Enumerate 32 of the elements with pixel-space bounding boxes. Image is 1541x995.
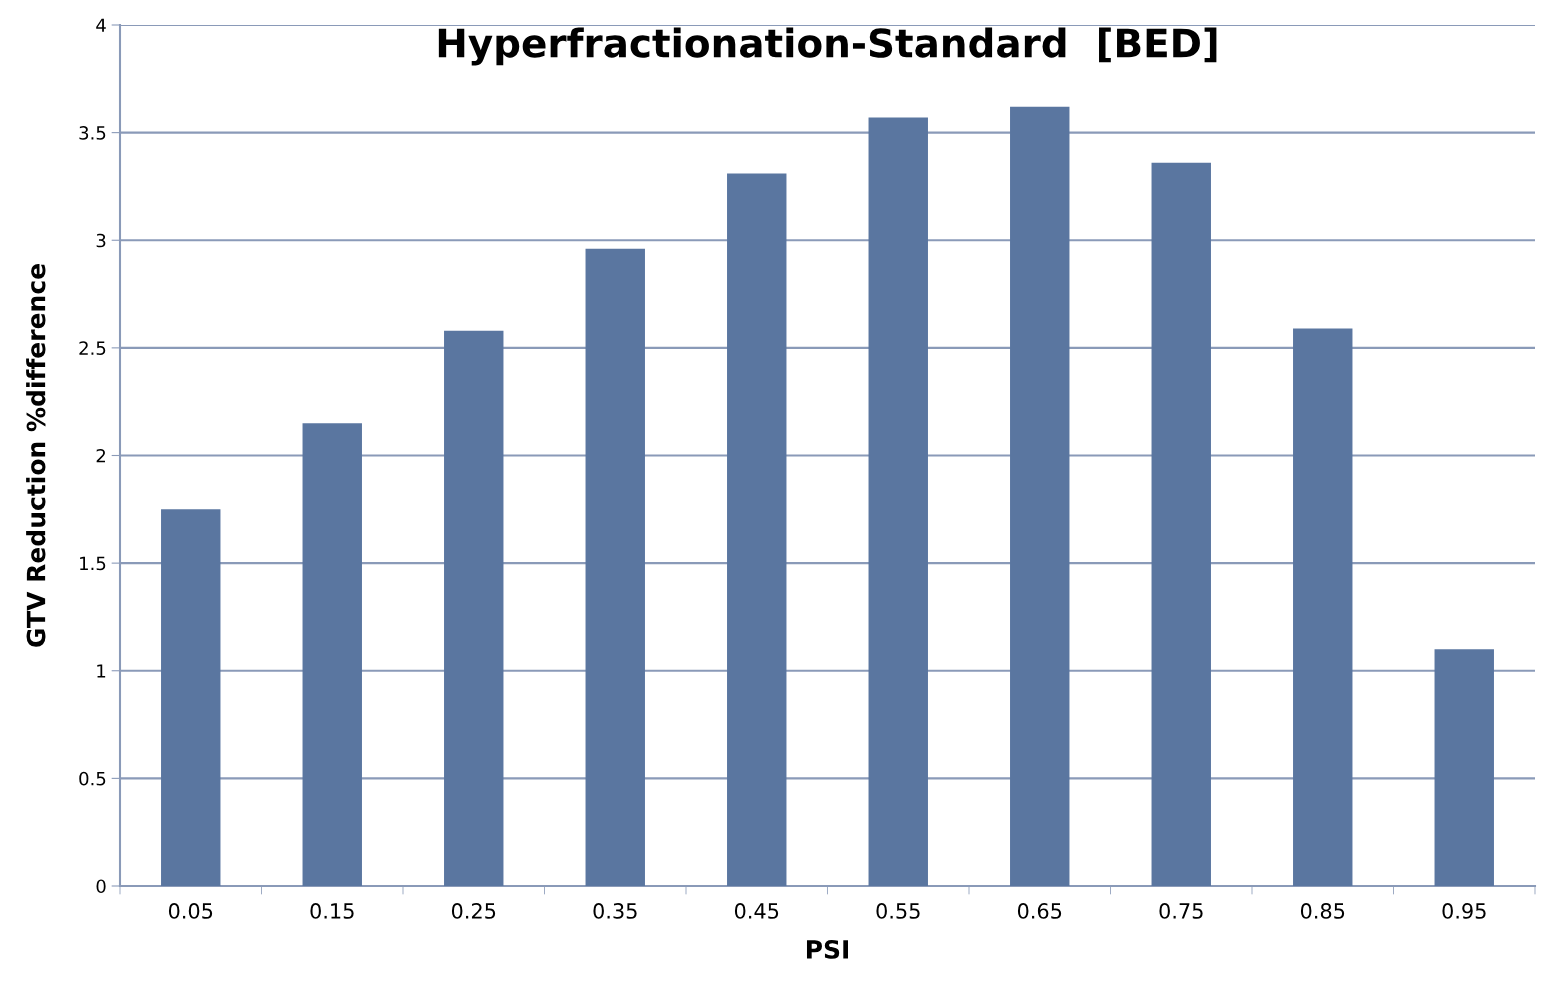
bar bbox=[302, 423, 362, 886]
y-tick-label: 0 bbox=[96, 879, 106, 894]
x-tick-label: 0.95 bbox=[1442, 903, 1486, 919]
bar bbox=[444, 330, 504, 886]
y-tick-label: 1 bbox=[97, 664, 106, 678]
x-tick-label: 0.35 bbox=[593, 903, 637, 919]
x-axis-title: PSI bbox=[806, 939, 849, 959]
bar bbox=[1151, 162, 1211, 886]
y-tick-label: 4 bbox=[96, 18, 106, 32]
x-tick-label: 0.05 bbox=[168, 903, 213, 919]
x-tick-label: 0.25 bbox=[451, 903, 496, 919]
x-tick-label: 0.45 bbox=[734, 903, 779, 919]
y-tick-label: 2 bbox=[96, 448, 105, 463]
bar bbox=[585, 248, 645, 886]
x-tick-label: 0.15 bbox=[310, 903, 354, 919]
y-tick-label: 0.5 bbox=[79, 771, 106, 786]
x-tick-label: 0.85 bbox=[1300, 903, 1345, 919]
bar bbox=[1010, 106, 1070, 886]
x-tick-label: 0.65 bbox=[1017, 903, 1062, 919]
bar bbox=[161, 509, 221, 886]
y-tick-label: 3.5 bbox=[79, 126, 106, 140]
bar bbox=[1434, 649, 1494, 886]
x-tick-label: 0.75 bbox=[1159, 903, 1203, 919]
chart-title: Hyperfractionation-Standard [BED] bbox=[438, 27, 1217, 66]
bar bbox=[1293, 328, 1353, 886]
y-tick-label: 2.5 bbox=[79, 341, 106, 355]
y-axis-title: GTV Reduction %difference bbox=[26, 264, 46, 647]
y-tick-label: 1.5 bbox=[80, 556, 106, 571]
x-tick-label: 0.55 bbox=[876, 903, 920, 919]
y-tick-label: 3 bbox=[96, 233, 106, 248]
bar bbox=[727, 173, 787, 886]
bar bbox=[868, 117, 928, 886]
